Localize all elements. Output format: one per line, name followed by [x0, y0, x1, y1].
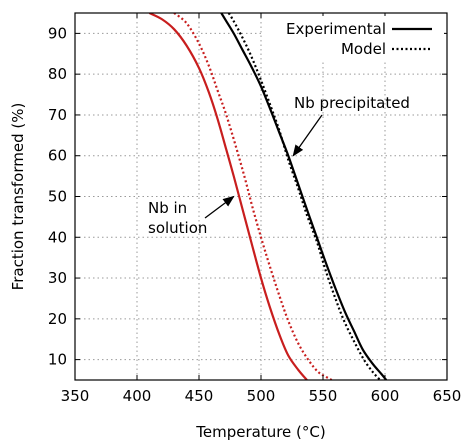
- x-axis-label: Temperature (°C): [195, 423, 325, 441]
- y-tick-label: 60: [48, 147, 67, 165]
- x-tick-label: 400: [123, 387, 152, 405]
- y-tick-label: 50: [48, 188, 67, 206]
- x-tick-label: 500: [247, 387, 276, 405]
- x-tick-label: 600: [371, 387, 400, 405]
- annotation-nb-precipitated-arrow: [292, 114, 323, 157]
- legend-label-experimental: Experimental: [286, 20, 386, 38]
- x-tick-label: 650: [433, 387, 462, 405]
- annotation-nb-in-solution: Nb in solution: [148, 195, 235, 237]
- x-tick-label: 550: [309, 387, 338, 405]
- annotation-nb-in-solution-line1: Nb in: [148, 199, 187, 217]
- legend-label-model: Model: [341, 40, 386, 58]
- series-line-nb-precipitated-experimental: [220, 13, 388, 380]
- x-tick-label: 450: [185, 387, 214, 405]
- x-tick-label: 350: [61, 387, 90, 405]
- annotation-nb-in-solution-line2: solution: [148, 219, 207, 237]
- annotation-nb-precipitated: Nb precipitated: [292, 94, 410, 157]
- series-line-nb-precipitated-model: [227, 13, 381, 380]
- series-line-nb-in-solution-experimental: [148, 13, 308, 380]
- y-tick-label: 20: [48, 310, 67, 328]
- ticks: 350 400 450 500 550 600 650 10 20 30 40 50 60 70 80 90: [48, 13, 461, 405]
- legend: Experimental Model: [262, 16, 444, 60]
- y-tick-label: 10: [48, 351, 67, 369]
- annotation-nb-in-solution-arrow: [204, 195, 235, 219]
- y-axis-label: Fraction transformed (%): [9, 103, 27, 291]
- y-tick-label: 30: [48, 269, 67, 287]
- y-tick-label: 80: [48, 65, 67, 83]
- annotation-nb-precipitated-text: Nb precipitated: [294, 94, 410, 112]
- y-tick-label: 90: [48, 24, 67, 42]
- y-tick-label: 40: [48, 228, 67, 246]
- y-tick-label: 70: [48, 106, 67, 124]
- series-layer: [148, 13, 388, 380]
- grid: [75, 13, 447, 380]
